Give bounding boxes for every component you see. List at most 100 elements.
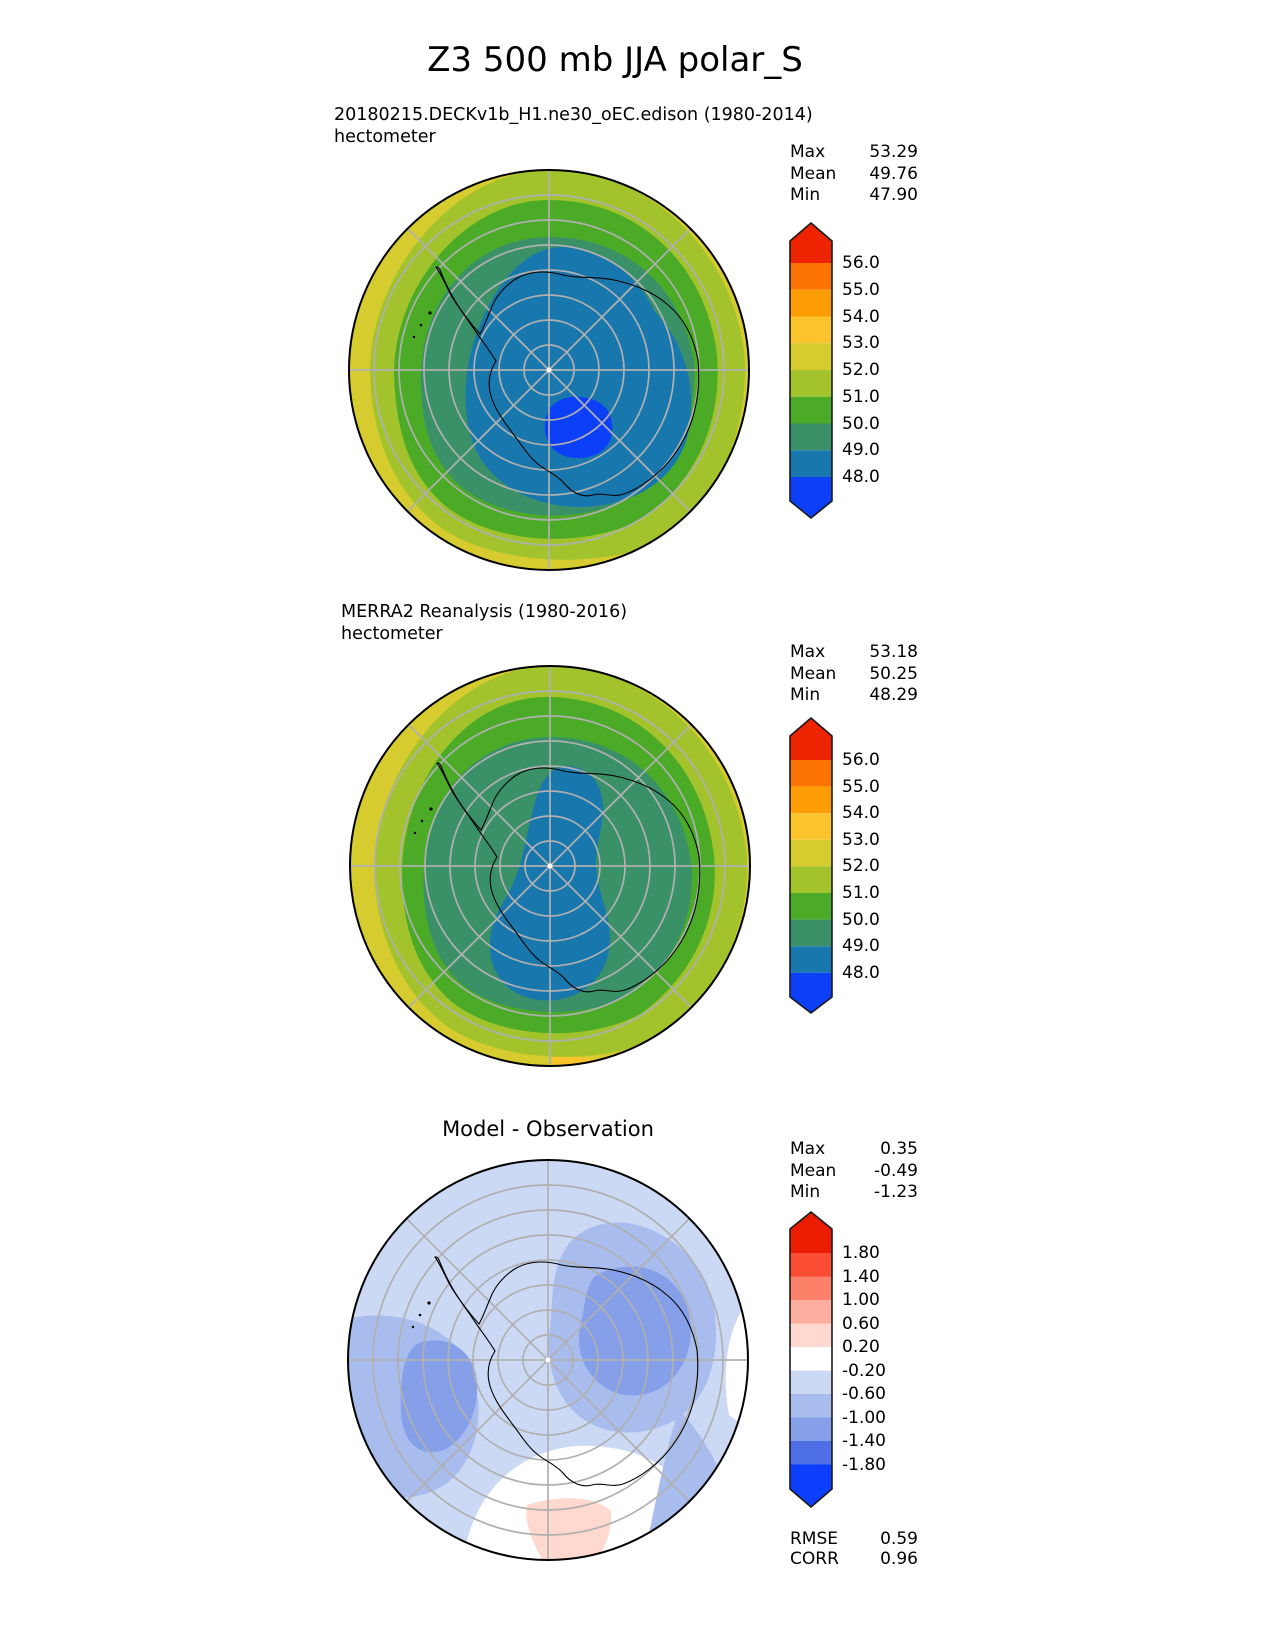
antarctica-coastline (436, 762, 701, 993)
stat-row: Min -1.23 (790, 1182, 918, 1204)
colorbar-tick-label: -0.60 (842, 1384, 886, 1404)
panel2-units: hectometer (341, 624, 443, 644)
colorbar-segment (790, 477, 832, 518)
colorbar-tick-label: 50.0 (842, 413, 880, 434)
panel1-units: hectometer (334, 127, 436, 147)
stat-value: -0.49 (874, 1160, 918, 1181)
stat-label: Min (790, 1182, 821, 1202)
colorbar-tick-label: 1.40 (842, 1266, 880, 1287)
colorbar-tick-label: -1.40 (842, 1431, 886, 1451)
colorbar-segment (790, 1323, 832, 1347)
colorbar-tick-label: 53.0 (842, 829, 880, 850)
colorbar-tick-label: 55.0 (842, 776, 880, 797)
colorbar-tick-label: 54.0 (842, 306, 880, 327)
colorbar-svg (789, 717, 833, 1014)
colorbar-tick-label: 50.0 (842, 909, 880, 930)
stat-value: 0.35 (880, 1139, 918, 1159)
colorbar-tick-label: 0.60 (842, 1313, 880, 1334)
map-outline (347, 1159, 749, 1561)
map-outline (349, 665, 751, 1067)
metrics-block: RMSE 0.59 CORR 0.96 (790, 1529, 918, 1570)
stat-row: Min 47.90 (790, 185, 918, 207)
stat-row: Max 53.29 (790, 142, 918, 164)
colorbar-tick-label: 1.00 (842, 1290, 880, 1310)
map-model (348, 169, 750, 571)
colorbar-tick-label: 51.0 (842, 386, 880, 407)
pole-dot (546, 367, 552, 373)
stat-row: Min 48.29 (790, 685, 918, 707)
colorbar-segment (790, 1276, 832, 1300)
colorbar-segment (790, 263, 832, 290)
colorbar-tick-label: 52.0 (842, 360, 880, 380)
colorbar-segment (790, 223, 832, 263)
map-difference (347, 1159, 749, 1561)
contour-band-neg1.4-neg1.0 (400, 1340, 478, 1453)
colorbar-segment (790, 1441, 832, 1465)
colorbar-segment (790, 972, 832, 1013)
metric-row: CORR 0.96 (790, 1548, 918, 1570)
colorbar-segment (790, 1347, 832, 1371)
metric-label: RMSE (790, 1529, 839, 1549)
antarctica-coastline (435, 266, 700, 497)
colorbar-tick-label: -0.20 (842, 1360, 886, 1381)
stat-row: Max 0.35 (790, 1139, 918, 1161)
stat-value: 50.25 (869, 663, 918, 684)
colorbar-svg (789, 1211, 833, 1508)
colorbar-outline (789, 1211, 833, 1508)
colorbar-segment (790, 289, 832, 317)
colorbar-tick-label: 56.0 (842, 750, 880, 770)
stat-label: Max (790, 142, 826, 162)
colorbar-tick-label: 49.0 (842, 440, 880, 461)
colorbar-segment (790, 450, 832, 477)
colorbar-tick-label: -1.00 (842, 1407, 886, 1428)
stats-difference: Max 0.35 Mean -0.49 Min -1.23 (790, 1139, 918, 1204)
stats-observation: Max 53.18 Mean 50.25 Min 48.29 (790, 642, 918, 707)
contour-band-below-48 (544, 396, 613, 459)
colorbar-segment (790, 813, 832, 840)
colorbar-tick-label: -1.80 (842, 1454, 886, 1475)
colorbar-segment (790, 1394, 832, 1418)
colorbar-tick-label: 52.0 (842, 856, 880, 877)
stat-value: 53.29 (869, 142, 918, 162)
metric-label: CORR (790, 1548, 839, 1569)
stat-label: Mean (790, 1160, 837, 1181)
panel2-subtitle: MERRA2 Reanalysis (1980-2016) (341, 602, 628, 622)
panel3-title: Model - Observation (442, 1117, 654, 1141)
stat-value: 53.18 (869, 642, 918, 662)
colorbar-segment (790, 343, 832, 370)
contour-band-48-49 (465, 246, 692, 508)
stat-row: Mean 49.76 (790, 164, 918, 186)
colorbar-segment (790, 1370, 832, 1394)
colorbar-segment (790, 316, 832, 344)
stat-row: Mean 50.25 (790, 664, 918, 686)
colorbar-tick-label: 54.0 (842, 803, 880, 824)
colorbar-segment (790, 893, 832, 920)
colorbar-segment (790, 866, 832, 893)
colorbar-segment (790, 839, 832, 867)
antarctica-coastline (434, 1256, 699, 1487)
colorbar-observation: 56.0 55.0 54.0 53.0 52.0 51.0 50.0 49.0 48.0 (788, 716, 918, 1015)
colorbar-segment (790, 423, 832, 451)
colorbar-tick-label: 49.0 (842, 936, 880, 957)
stat-label: Max (790, 642, 826, 662)
pole-dot (545, 1357, 551, 1363)
colorbar-segment (790, 919, 832, 947)
colorbar-outline (789, 222, 833, 519)
colorbar-tick-label: 48.0 (842, 962, 880, 983)
metric-value: 0.59 (880, 1529, 918, 1549)
contour-band-pos0.2-pos0.6 (526, 1498, 612, 1559)
colorbar-segment (790, 396, 832, 424)
island-specks (413, 807, 433, 835)
colorbar-segment (790, 718, 832, 760)
colorbar-tick-label: 0.20 (842, 1337, 880, 1357)
island-specks (411, 1301, 431, 1329)
colorbar-difference: 1.80 1.40 1.00 0.60 0.20 -0.20 -0.60 -1.00 -1.40… (788, 1210, 918, 1509)
stat-value: -1.23 (874, 1182, 918, 1202)
map-observation (349, 665, 751, 1067)
metric-row: RMSE 0.59 (790, 1529, 918, 1550)
stat-value: 49.76 (869, 163, 918, 184)
stat-row: Max 53.18 (790, 642, 918, 664)
stat-value: 47.90 (869, 185, 918, 205)
colorbar-segment (790, 760, 832, 787)
